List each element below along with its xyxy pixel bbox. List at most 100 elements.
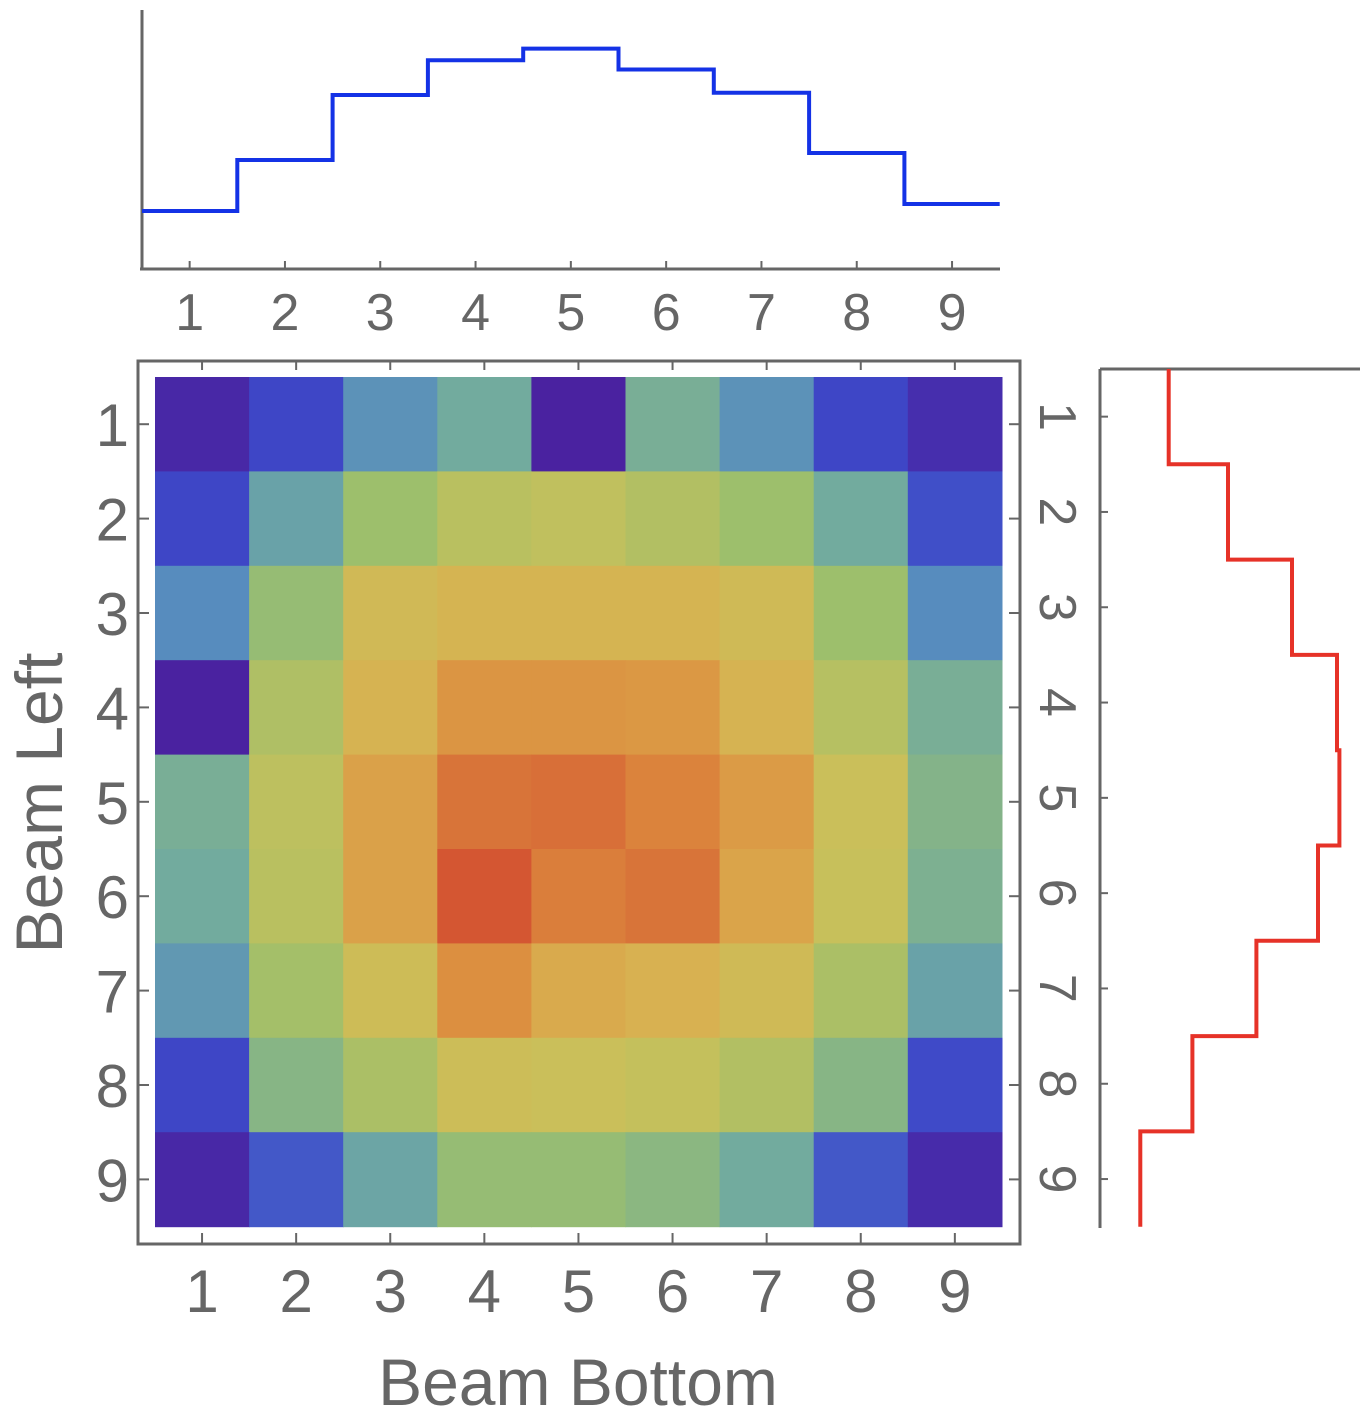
right-marginal-step-line bbox=[1138, 369, 1342, 1227]
top-x-tick-label: 9 bbox=[938, 284, 967, 342]
x-axis-title: Beam Bottom bbox=[378, 1345, 778, 1410]
heatmap-cell bbox=[155, 943, 250, 1039]
heatmap-cell bbox=[343, 754, 438, 850]
heatmap-cell bbox=[343, 1037, 438, 1133]
heatmap-cell bbox=[437, 471, 532, 567]
heatmap-cell bbox=[907, 849, 1003, 944]
heatmap-cell bbox=[625, 471, 721, 567]
top-x-tick-label: 6 bbox=[652, 284, 681, 342]
x-tick-label: 2 bbox=[279, 1258, 312, 1325]
y-tick-label: 6 bbox=[96, 864, 129, 931]
top-x-tick-label: 3 bbox=[366, 284, 395, 342]
heatmap-cell bbox=[155, 849, 250, 944]
heatmap-cell bbox=[531, 565, 627, 661]
right-y-tick-label: 5 bbox=[1028, 783, 1086, 812]
right-y-tick-label: 6 bbox=[1028, 879, 1086, 908]
heatmap-cell bbox=[249, 660, 344, 756]
heatmap-cell bbox=[907, 660, 1003, 756]
y-tick-label: 5 bbox=[96, 770, 129, 837]
heatmap-cell bbox=[813, 471, 909, 567]
heatmap-cell bbox=[437, 849, 532, 944]
heatmap-cell bbox=[155, 471, 250, 567]
heatmap-cell bbox=[437, 943, 532, 1039]
y-tick-label: 8 bbox=[96, 1053, 129, 1120]
heatmap-cell bbox=[719, 377, 815, 472]
heatmap-cell bbox=[155, 1132, 250, 1228]
x-tick-label: 5 bbox=[562, 1258, 595, 1325]
top-marginal-plot: 1 2 3 4 5 6 7 8 9 bbox=[140, 10, 1000, 342]
top-marginal-step-line bbox=[142, 46, 1000, 213]
right-y-tick-label: 9 bbox=[1028, 1165, 1086, 1194]
heatmap-cell bbox=[249, 754, 344, 850]
top-x-tick-label: 4 bbox=[461, 284, 490, 342]
heatmap-cell bbox=[249, 1132, 344, 1228]
y-tick-label: 1 bbox=[96, 392, 129, 459]
heatmap-cell bbox=[249, 1037, 344, 1133]
heatmap-cell bbox=[625, 754, 721, 850]
heatmap-cell bbox=[719, 565, 815, 661]
heatmap-cell bbox=[249, 849, 344, 944]
right-y-tick-label: 8 bbox=[1028, 1069, 1086, 1098]
y-tick-label: 4 bbox=[96, 675, 129, 742]
top-x-tick-label: 2 bbox=[270, 284, 299, 342]
heatmap-cell bbox=[719, 943, 815, 1039]
heatmap-cell bbox=[625, 849, 721, 944]
heatmap-cell bbox=[625, 565, 721, 661]
y-tick-label: 9 bbox=[96, 1147, 129, 1214]
heatmap-cell bbox=[343, 1132, 438, 1228]
x-tick-label: 9 bbox=[938, 1258, 971, 1325]
x-tick-label: 6 bbox=[656, 1258, 689, 1325]
heatmap-cell bbox=[249, 565, 344, 661]
heatmap-cell bbox=[719, 1132, 815, 1228]
heatmap-cell bbox=[907, 1132, 1003, 1228]
y-tick-label: 3 bbox=[96, 581, 129, 648]
heatmap-cell bbox=[531, 849, 627, 944]
right-y-tick-label: 1 bbox=[1028, 402, 1086, 431]
heatmap-cell bbox=[719, 471, 815, 567]
heatmap-cell bbox=[249, 943, 344, 1039]
heatmap-cell bbox=[343, 849, 438, 944]
heatmap-cell bbox=[907, 471, 1003, 567]
heatmap-cell bbox=[813, 1037, 909, 1133]
heatmap-cell bbox=[625, 660, 721, 756]
heatmap-cell bbox=[625, 1132, 721, 1228]
heatmap-cell bbox=[813, 565, 909, 661]
heatmap-cell bbox=[625, 1037, 721, 1133]
y-tick-label: 7 bbox=[96, 959, 129, 1026]
heatmap-cell bbox=[531, 471, 627, 567]
heatmap-cell bbox=[249, 471, 344, 567]
heatmap-cell bbox=[813, 849, 909, 944]
heatmap-cell bbox=[907, 565, 1003, 661]
x-tick-label: 4 bbox=[468, 1258, 501, 1325]
heatmap-cell bbox=[719, 1037, 815, 1133]
heatmap-cell bbox=[531, 1132, 627, 1228]
top-x-tick-label: 7 bbox=[747, 284, 776, 342]
heatmap-cell bbox=[719, 849, 815, 944]
heatmap-cell bbox=[249, 377, 344, 472]
heatmap-cell bbox=[343, 943, 438, 1039]
heatmap-cell bbox=[813, 754, 909, 850]
right-y-tick-label: 3 bbox=[1028, 593, 1086, 622]
heatmap-cell bbox=[343, 660, 438, 756]
heatmap-cell bbox=[907, 943, 1003, 1039]
heatmap-cell bbox=[437, 1037, 532, 1133]
heatmap-cell bbox=[155, 1037, 250, 1133]
y-axis-title: Beam Left bbox=[2, 653, 76, 954]
heatmap-cell bbox=[343, 565, 438, 661]
heatmap-cell bbox=[719, 660, 815, 756]
right-y-tick-label: 2 bbox=[1028, 497, 1086, 526]
heatmap-cell bbox=[813, 660, 909, 756]
heatmap-cell bbox=[813, 943, 909, 1039]
heatmap-cell bbox=[437, 754, 532, 850]
heatmap-cell bbox=[343, 377, 438, 472]
heatmap-cell bbox=[531, 754, 627, 850]
heatmap-cell bbox=[531, 943, 627, 1039]
heatmap-cell bbox=[907, 754, 1003, 850]
heatmap-cell bbox=[625, 377, 721, 472]
heatmap-cell bbox=[155, 565, 250, 661]
heatmap-cell bbox=[719, 754, 815, 850]
heatmap-cell bbox=[155, 754, 250, 850]
heatmap-cell bbox=[437, 660, 532, 756]
